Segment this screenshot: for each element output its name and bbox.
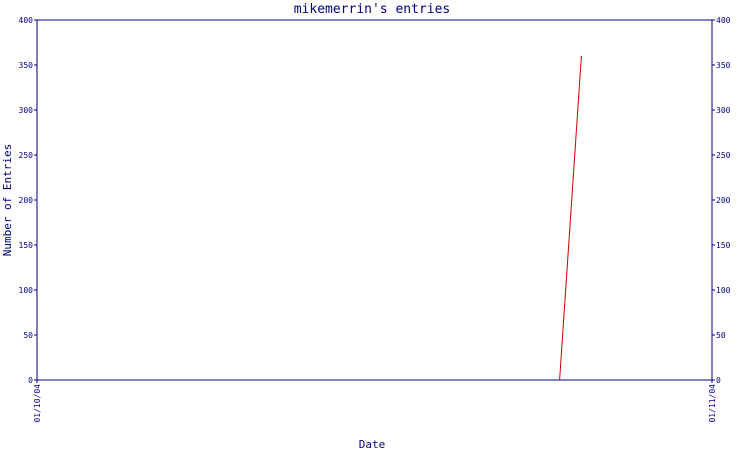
y-tick-label-left: 100 (19, 286, 34, 295)
y-tick-label-right: 50 (716, 331, 726, 340)
series-line (559, 55, 582, 381)
y-axis-label: Number of Entries (1, 144, 14, 257)
y-tick-label-right: 150 (716, 241, 731, 250)
y-tick-label-left: 300 (19, 106, 34, 115)
y-tick-label-right: 250 (716, 151, 731, 160)
plot-frame (36, 19, 713, 381)
chart-title: mikemerrin's entries (294, 2, 451, 17)
series-layer (559, 55, 582, 381)
x-tick-label: 01/10/04 (33, 384, 42, 423)
axes (36, 19, 713, 381)
y-tick-label-right: 400 (716, 16, 731, 25)
y-tick-label-left: 150 (19, 241, 34, 250)
y-tick-label-left: 350 (19, 61, 34, 70)
y-tick-label-right: 200 (716, 196, 731, 205)
y-tick-label-left: 250 (19, 151, 34, 160)
tick-marks: 0 0 50 50 100 100 150 150 200 200 250 250 300 300 350 3… (19, 16, 731, 423)
y-tick-label-right: 0 (716, 376, 721, 385)
y-tick-label-right: 100 (716, 286, 731, 295)
y-tick-label-left: 50 (23, 331, 33, 340)
y-tick-label-right: 350 (716, 61, 731, 70)
x-axis-label: Date (359, 438, 386, 450)
y-tick-label-left: 200 (19, 196, 34, 205)
y-tick-label-right: 300 (716, 106, 731, 115)
y-tick-label-left: 400 (19, 16, 34, 25)
y-tick-label-left: 0 (28, 376, 33, 385)
x-tick-label: 01/11/04 (708, 384, 717, 423)
